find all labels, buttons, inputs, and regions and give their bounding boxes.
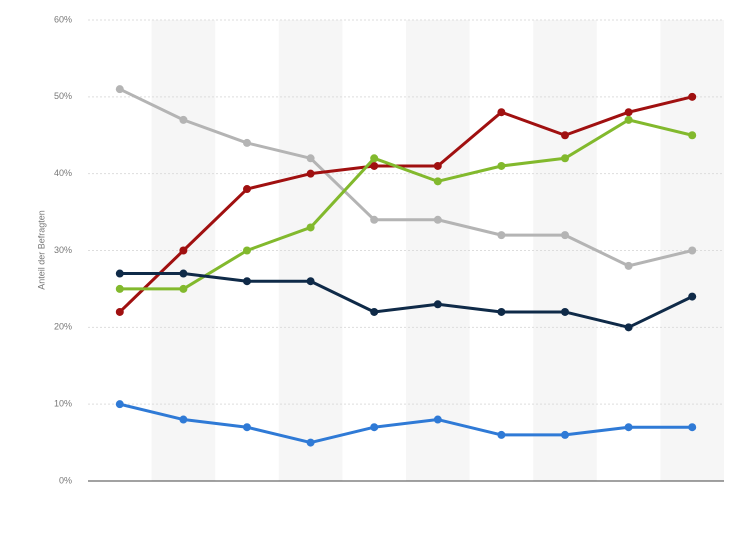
data-point [561,131,569,140]
data-point [306,169,315,178]
data-point [370,154,379,163]
data-point [624,115,633,124]
y-tick-label: 60% [54,14,72,24]
data-point [561,307,569,316]
series-line [118,95,693,314]
data-point [306,154,315,163]
y-tick-label: 10% [54,399,72,409]
data-point [497,108,506,117]
data-point [115,85,124,94]
data-point [115,284,124,293]
data-point [624,108,633,117]
data-point [115,269,124,278]
data-point [561,430,569,439]
data-point [624,261,633,270]
data-point [179,115,188,124]
data-point [688,246,697,255]
data-point [433,300,442,309]
data-point [433,177,442,186]
y-tick-label: 50% [54,91,72,101]
data-point [688,292,697,301]
data-point [115,400,124,409]
y-tick-label: 20% [54,322,72,332]
y-tick-label: 30% [54,245,72,255]
data-point [370,307,379,316]
data-point [624,423,633,432]
data-point [243,423,251,432]
data-point [370,423,379,432]
data-point [115,307,124,316]
data-point [179,284,188,293]
data-point [561,154,569,163]
y-tick-label: 0% [59,475,72,485]
data-point [243,138,251,147]
data-point [243,185,251,194]
data-point [306,223,315,232]
series-line [119,272,693,329]
y-axis-title: Anteil der Befragten [36,210,46,290]
data-point [561,231,569,240]
data-point [497,231,506,240]
data-point [179,269,188,278]
data-point [688,423,697,432]
series-line [119,87,693,268]
data-point [179,246,188,255]
series-line [119,402,693,445]
data-point [497,307,506,316]
data-point [243,277,251,286]
data-point [497,161,506,170]
data-point [433,161,442,170]
data-point [306,277,315,286]
data-point [433,215,442,224]
y-tick-label: 40% [54,168,72,178]
data-point [179,415,188,424]
data-point [497,430,506,439]
series-line [119,118,693,291]
data-point [688,92,697,101]
data-point [624,323,633,332]
data-point [433,415,442,424]
data-point [243,246,251,255]
data-point [370,215,379,224]
data-point [688,131,697,140]
data-point [370,161,379,170]
data-point [306,438,315,447]
